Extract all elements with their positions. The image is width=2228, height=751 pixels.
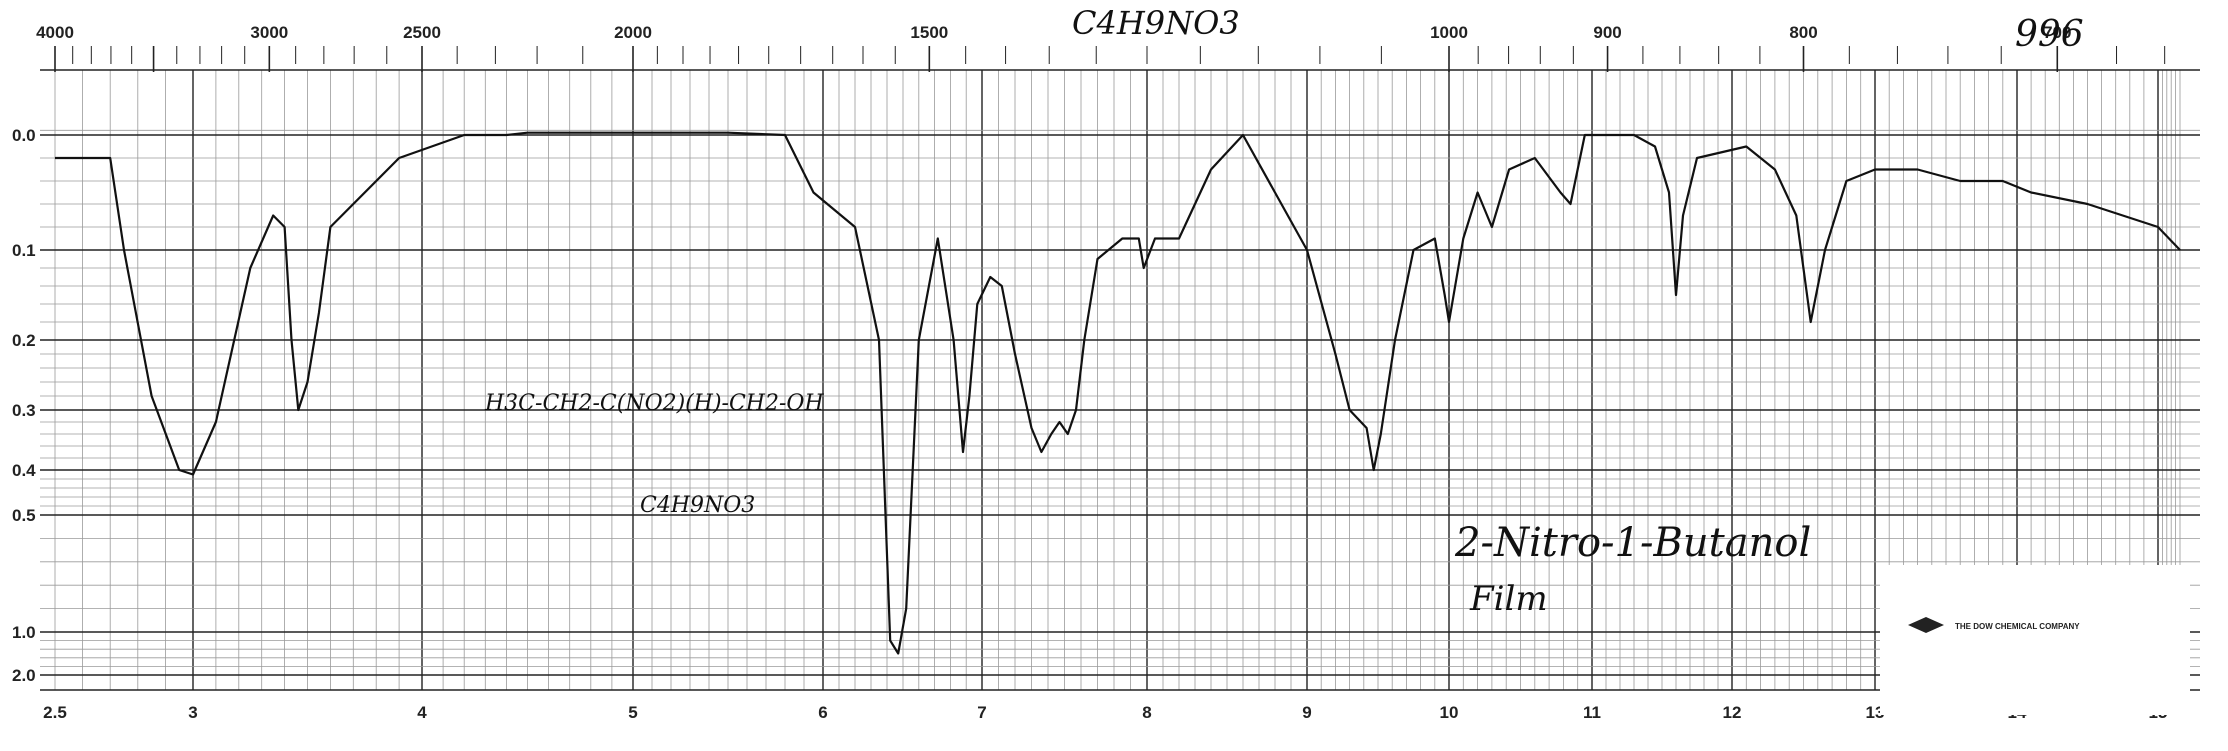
spectrum-number: 996 [2015,14,2084,55]
x-tick-label-bottom: 10 [1440,703,1459,722]
spectrum-trace [55,131,2181,655]
formula-top: C4H9NO3 [1072,4,1240,42]
y-axis-ticks: 0.0 0.1 0.2 0.3 0.4 0.5 1.0 2.0 [12,126,36,685]
x-tick-label-bottom: 9 [1302,703,1311,722]
x-tick-label-bottom: 3 [188,703,197,722]
x-tick-label-bottom: 5 [628,703,637,722]
x-tick-label-top: 3000 [250,23,288,42]
company-logo: THE DOW CHEMICAL COMPANY [1880,565,2190,715]
compound-name: 2-Nitro-1-Butanol [1454,520,1811,566]
x-tick-label-bottom: 7 [977,703,986,722]
bottom-axis-ticks: 2.53456789101112131415 [43,703,2167,722]
x-tick-label-top: 2000 [614,23,652,42]
y-tick-label: 0.2 [12,331,36,350]
formula-mid: C4H9NO3 [640,493,755,518]
x-tick-label-bottom: 11 [1583,703,1601,722]
x-tick-label-top: 900 [1593,23,1621,42]
sample-state: Film [1469,579,1548,619]
x-tick-label-top: 700 [2043,23,2071,42]
y-tick-label: 1.0 [12,623,36,642]
x-tick-label-bottom: 13 [1866,703,1885,722]
x-tick-label-top: 800 [1789,23,1817,42]
x-tick-label-bottom: 8 [1142,703,1151,722]
structure-formula: H3C-CH2-C(NO2)(H)-CH2-OH [484,391,824,416]
y-tick-label: 0.1 [12,241,36,260]
x-tick-label-top: 1500 [910,23,948,42]
grid [40,69,2200,691]
x-tick-label-top: 2500 [403,23,441,42]
top-axis-ticks: 4000 3000 2500 2000 1500 1000 900 800 700 [36,23,2166,72]
x-tick-label-bottom: 4 [417,703,427,722]
company-name: THE DOW CHEMICAL COMPANY [1955,622,2080,631]
y-tick-label: 2.0 [12,666,36,685]
x-tick-label-bottom: 2.5 [43,703,67,722]
x-tick-label-bottom: 6 [818,703,827,722]
dow-diamond-icon [1908,617,1944,633]
x-tick-label-top: 1000 [1430,23,1468,42]
y-tick-label: 0.3 [12,401,36,420]
y-tick-label: 0.4 [12,461,36,480]
y-tick-label: 0.5 [12,506,36,525]
x-tick-label-bottom: 12 [1723,703,1742,722]
y-tick-label: 0.0 [12,126,36,145]
x-tick-label-top: 4000 [36,23,74,42]
